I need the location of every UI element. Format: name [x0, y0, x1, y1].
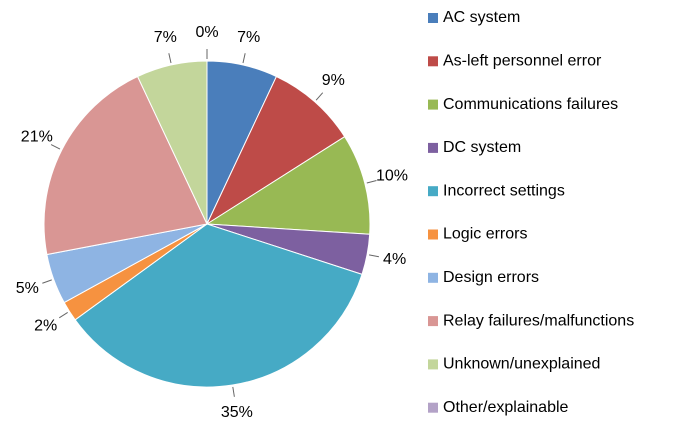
data-label: 9%	[322, 72, 345, 89]
leader-line	[50, 144, 61, 150]
legend-swatch	[428, 99, 438, 110]
leader-line	[42, 279, 52, 284]
legend-label: Unknown/unexplained	[443, 356, 600, 373]
legend-label: Logic errors	[443, 226, 527, 243]
leader-line	[232, 386, 235, 397]
legend-swatch	[428, 186, 438, 197]
legend-label: Communications failures	[443, 96, 618, 113]
legend-swatch	[428, 272, 438, 283]
legend-swatch	[428, 56, 438, 67]
pie-slice	[74, 223, 363, 388]
legend-label: Design errors	[443, 269, 539, 286]
data-label: 7%	[154, 29, 177, 46]
legend-label: As-left personnel error	[443, 53, 602, 70]
legend-swatch	[428, 402, 438, 413]
pie-slice	[205, 75, 346, 226]
data-label: 4%	[383, 251, 406, 268]
legend-swatch	[428, 359, 438, 370]
leader-line	[368, 254, 379, 258]
pie-slice	[43, 75, 208, 256]
data-label: 35%	[221, 404, 253, 421]
leader-line	[168, 53, 172, 64]
data-label: 7%	[237, 29, 260, 46]
pie-slice	[205, 135, 371, 235]
legend-swatch	[428, 316, 438, 327]
legend-swatch	[428, 142, 438, 153]
legend-label: AC system	[443, 9, 520, 26]
leader-line	[58, 311, 68, 319]
data-label: 10%	[376, 168, 408, 185]
data-label: 0%	[195, 24, 218, 41]
legend-swatch	[428, 13, 438, 23]
leader-line	[315, 92, 324, 101]
legend-label: Relay failures/malfunctions	[443, 312, 634, 329]
legend-label: Incorrect settings	[443, 182, 565, 199]
data-label: 2%	[34, 318, 57, 335]
data-label: 5%	[16, 280, 39, 297]
data-label: 21%	[21, 129, 53, 146]
legend-label: Other/explainable	[443, 399, 569, 416]
legend-label: DC system	[443, 139, 521, 156]
leader-line	[242, 53, 246, 64]
legend-swatch	[428, 229, 438, 240]
leader-line	[366, 179, 377, 184]
